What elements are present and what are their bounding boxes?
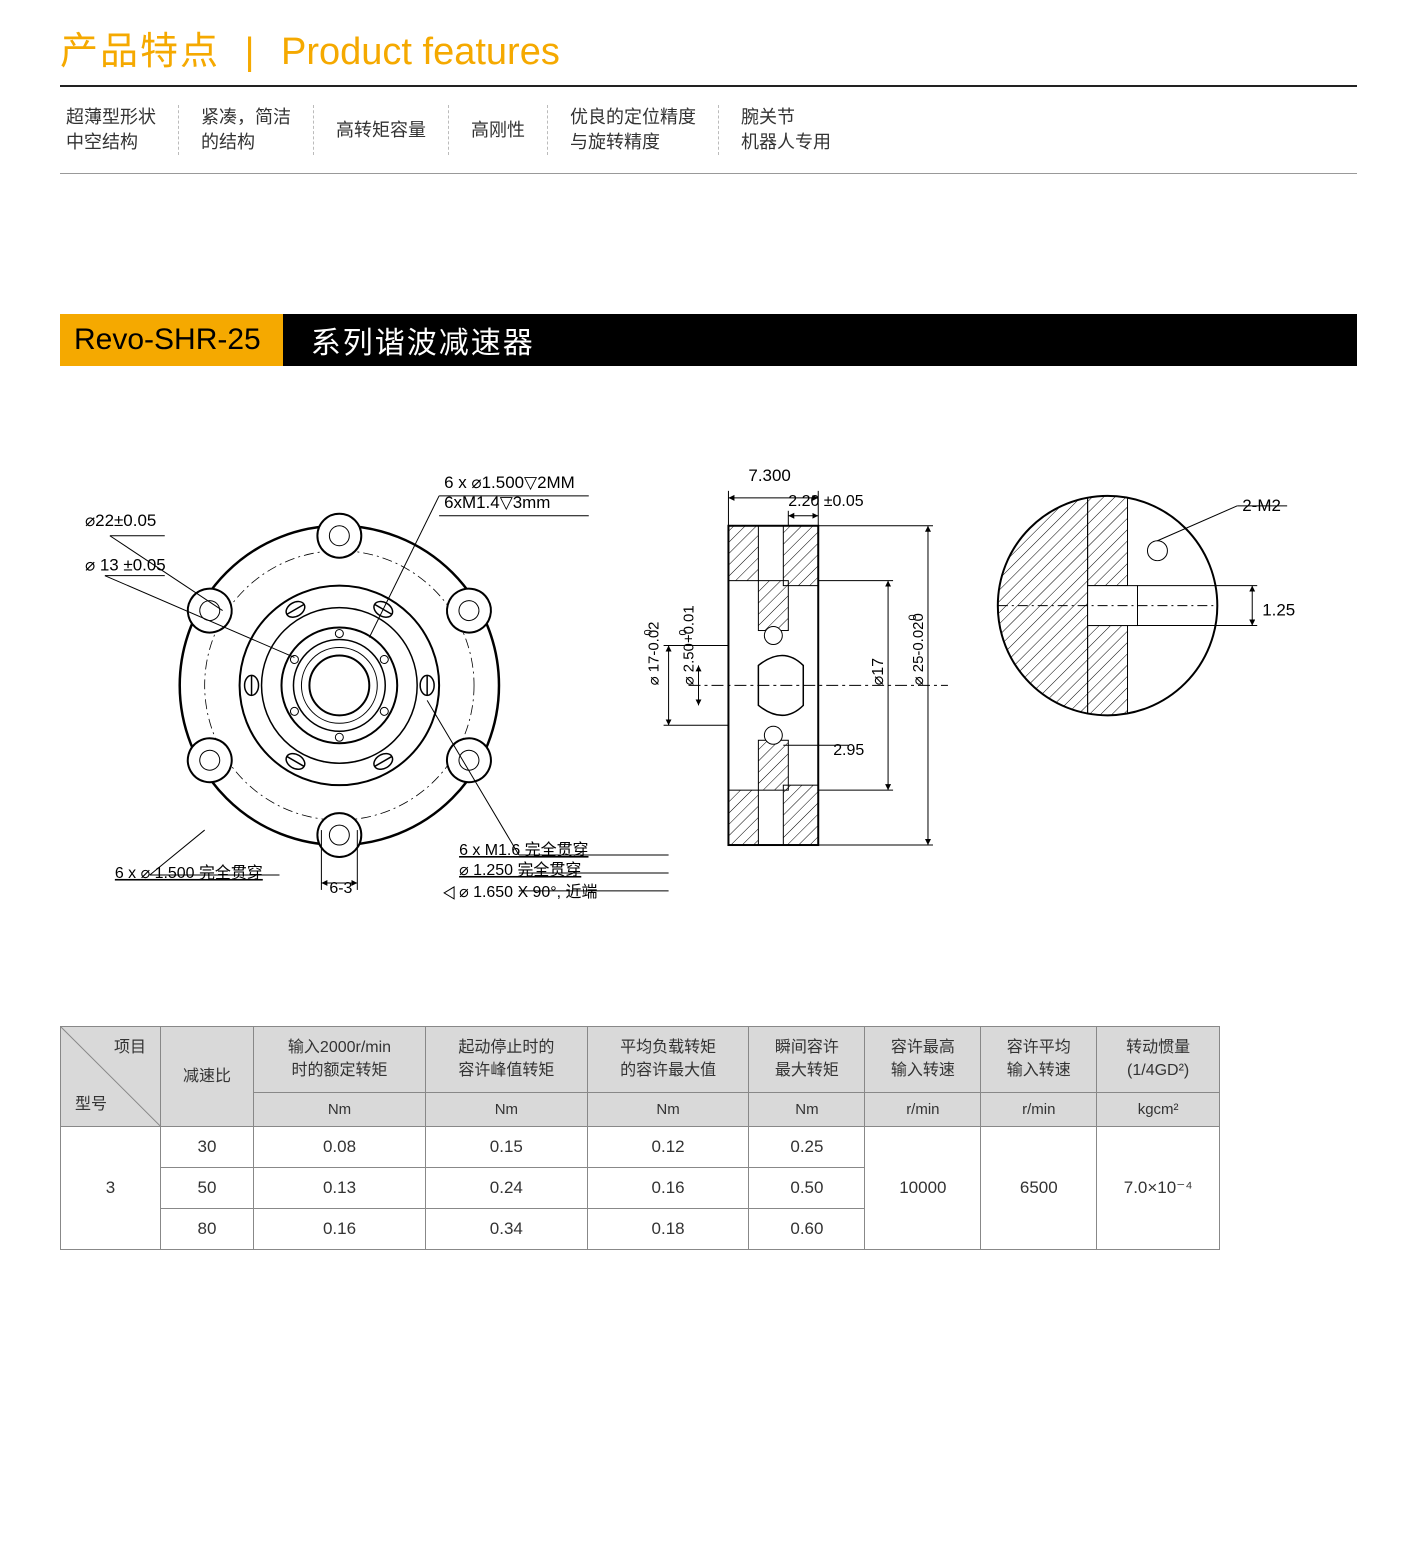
feature-item: 超薄型形状 中空结构 [60,105,179,155]
detail-view [998,496,1287,715]
svg-text:⌀ 13 ±0.05: ⌀ 13 ±0.05 [85,556,166,575]
svg-text:6 x ⌀1.500▽2MM: 6 x ⌀1.500▽2MM [444,473,575,492]
table-corner: 项目 型号 [61,1027,161,1127]
table-row: 3 30 0.08 0.15 0.12 0.25 10000 6500 7.0×… [61,1127,1220,1168]
cell: 0.16 [587,1168,749,1209]
col-unit: Nm [425,1093,587,1127]
front-view [105,496,669,891]
cell: 0.24 [425,1168,587,1209]
title-cn: 产品特点 [60,31,220,73]
cell: 0.12 [587,1127,749,1168]
feature-item: 高转矩容量 [314,105,449,155]
feature-item: 优良的定位精度 与旋转精度 [548,105,719,155]
cell: 0.34 [425,1209,587,1250]
col-header: 输入2000r/min 时的额定转矩 [254,1027,426,1093]
svg-text:6xM1.4▽3mm: 6xM1.4▽3mm [444,493,550,512]
cell: 0.18 [587,1209,749,1250]
svg-text:0: 0 [907,615,919,621]
col-unit: Nm [254,1093,426,1127]
col-header: 减速比 [161,1027,254,1127]
svg-text:0: 0 [643,630,655,636]
col-header: 容许平均 输入转速 [981,1027,1097,1093]
cell: 10000 [865,1127,981,1250]
product-series-title: 系列谐波减速器 [283,314,1357,366]
cell: 0.15 [425,1127,587,1168]
engineering-drawing: ⌀22±0.05 ⌀ 13 ±0.05 6 x ⌀1.500▽2MM 6xM1.… [60,426,1357,926]
svg-text:⌀ 25-0.020: ⌀ 25-0.020 [910,614,927,686]
cell: 0.60 [749,1209,865,1250]
col-unit: Nm [587,1093,749,1127]
col-unit: Nm [749,1093,865,1127]
title-en: Product features [281,31,560,73]
svg-text:6 x M1.6 完全贯穿: 6 x M1.6 完全贯穿 [459,841,588,859]
col-header: 起动停止时的 容许峰值转矩 [425,1027,587,1093]
cell: 50 [161,1168,254,1209]
svg-text:⌀22±0.05: ⌀22±0.05 [85,511,156,530]
corner-bottom-label: 型号 [75,1094,107,1116]
model-cell: 3 [61,1127,161,1250]
col-header: 容许最高 输入转速 [865,1027,981,1093]
cell: 0.08 [254,1127,426,1168]
features-row: 超薄型形状 中空结构 紧凑，简洁 的结构 高转矩容量 高刚性 优良的定位精度 与… [60,87,1357,174]
cell: 0.50 [749,1168,865,1209]
product-banner: Revo-SHR-25 系列谐波减速器 [60,314,1357,366]
cell: 0.25 [749,1127,865,1168]
cell: 80 [161,1209,254,1250]
title-separator: | [245,31,257,73]
svg-text:2.20 ±0.05: 2.20 ±0.05 [788,493,863,510]
drawing-svg: ⌀22±0.05 ⌀ 13 ±0.05 6 x ⌀1.500▽2MM 6xM1.… [60,426,1357,925]
cell: 0.13 [254,1168,426,1209]
feature-item: 腕关节 机器人专用 [719,105,853,155]
col-header: 转动惯量 (1/4GD²) [1097,1027,1220,1093]
svg-text:⌀17: ⌀17 [870,658,887,685]
svg-text:7.300: 7.300 [748,466,790,485]
col-header: 平均负载转矩 的容许最大值 [587,1027,749,1093]
product-code: Revo-SHR-25 [60,314,283,366]
corner-top-label: 项目 [114,1037,146,1059]
svg-text:6-3: 6-3 [329,880,352,897]
svg-text:⌀ 1.250 完全贯穿: ⌀ 1.250 完全贯穿 [459,861,581,879]
svg-text:2-M2: 2-M2 [1242,496,1281,515]
cell: 6500 [981,1127,1097,1250]
svg-text:⌀ 2.50+0.01: ⌀ 2.50+0.01 [681,606,698,686]
side-section-view [664,491,948,845]
feature-item: 紧凑，简洁 的结构 [179,105,314,155]
svg-text:1.25: 1.25 [1262,601,1295,620]
svg-text:2.95: 2.95 [833,743,864,760]
cell: 30 [161,1127,254,1168]
col-unit: kgcm² [1097,1093,1220,1127]
col-unit: r/min [865,1093,981,1127]
svg-text:⌀ 1.650 X 90°, 近端: ⌀ 1.650 X 90°, 近端 [459,883,597,901]
svg-text:6 x ⌀ 1.500 完全贯穿: 6 x ⌀ 1.500 完全贯穿 [115,864,263,882]
cell: 7.0×10⁻⁴ [1097,1127,1220,1250]
feature-item: 高刚性 [449,105,548,155]
col-header: 瞬间容许 最大转矩 [749,1027,865,1093]
svg-text:0: 0 [678,630,690,636]
spec-table: 项目 型号 减速比 输入2000r/min 时的额定转矩 起动停止时的 容许峰值… [60,1026,1220,1250]
cell: 0.16 [254,1209,426,1250]
col-unit: r/min [981,1093,1097,1127]
page-title: 产品特点 | Product features [60,20,1357,85]
